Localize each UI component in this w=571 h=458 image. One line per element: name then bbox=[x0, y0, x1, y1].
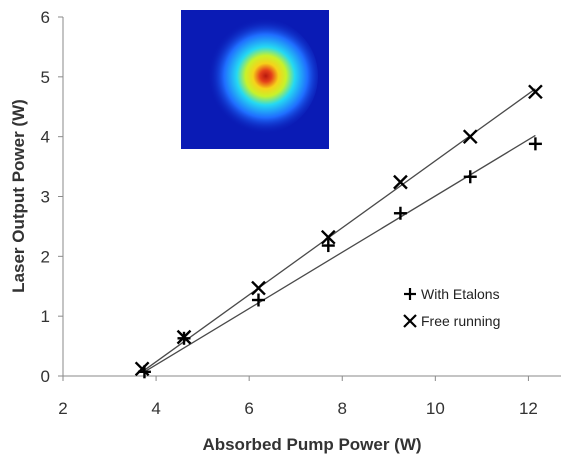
x-tick-label: 4 bbox=[151, 399, 160, 418]
data-point-free-running bbox=[462, 129, 478, 145]
legend-marker-with-etalons bbox=[404, 288, 416, 300]
x-tick-label: 12 bbox=[519, 399, 538, 418]
y-tick-label: 1 bbox=[41, 307, 50, 326]
y-tick-label: 6 bbox=[41, 8, 50, 27]
data-point-with-etalons bbox=[528, 137, 542, 151]
data-markers bbox=[134, 84, 543, 379]
y-tick-label: 3 bbox=[41, 188, 50, 207]
legend-label-free-running: Free running bbox=[421, 313, 500, 329]
data-point-free-running bbox=[320, 229, 336, 245]
data-point-free-running bbox=[528, 84, 543, 100]
inset-beam-profile bbox=[181, 10, 329, 149]
x-axis-title: Absorbed Pump Power (W) bbox=[202, 435, 421, 454]
data-point-free-running bbox=[134, 361, 150, 377]
x-tick-label: 6 bbox=[244, 399, 253, 418]
y-tick-label: 4 bbox=[41, 128, 50, 147]
data-point-with-etalons bbox=[251, 293, 265, 307]
y-tick-label: 2 bbox=[41, 247, 50, 266]
data-point-free-running bbox=[393, 174, 408, 190]
data-point-with-etalons bbox=[321, 239, 335, 253]
y-axis-title: Laser Output Power (W) bbox=[9, 99, 28, 293]
legend-marker-free-running bbox=[403, 314, 417, 328]
y-tick-label: 0 bbox=[41, 367, 50, 386]
fit-line-with-etalons bbox=[144, 134, 536, 373]
data-point-free-running bbox=[176, 329, 192, 345]
data-point-with-etalons bbox=[463, 170, 477, 184]
y-tick-label: 5 bbox=[41, 68, 50, 87]
x-tick-label: 10 bbox=[426, 399, 445, 418]
data-point-with-etalons bbox=[393, 206, 407, 220]
legend: With Etalons Free running bbox=[403, 286, 500, 329]
legend-label-with-etalons: With Etalons bbox=[421, 286, 500, 302]
data-point-free-running bbox=[251, 280, 266, 296]
x-tick-label: 8 bbox=[338, 399, 347, 418]
inset-beam-spot bbox=[202, 18, 318, 134]
x-tick-label: 2 bbox=[58, 399, 67, 418]
